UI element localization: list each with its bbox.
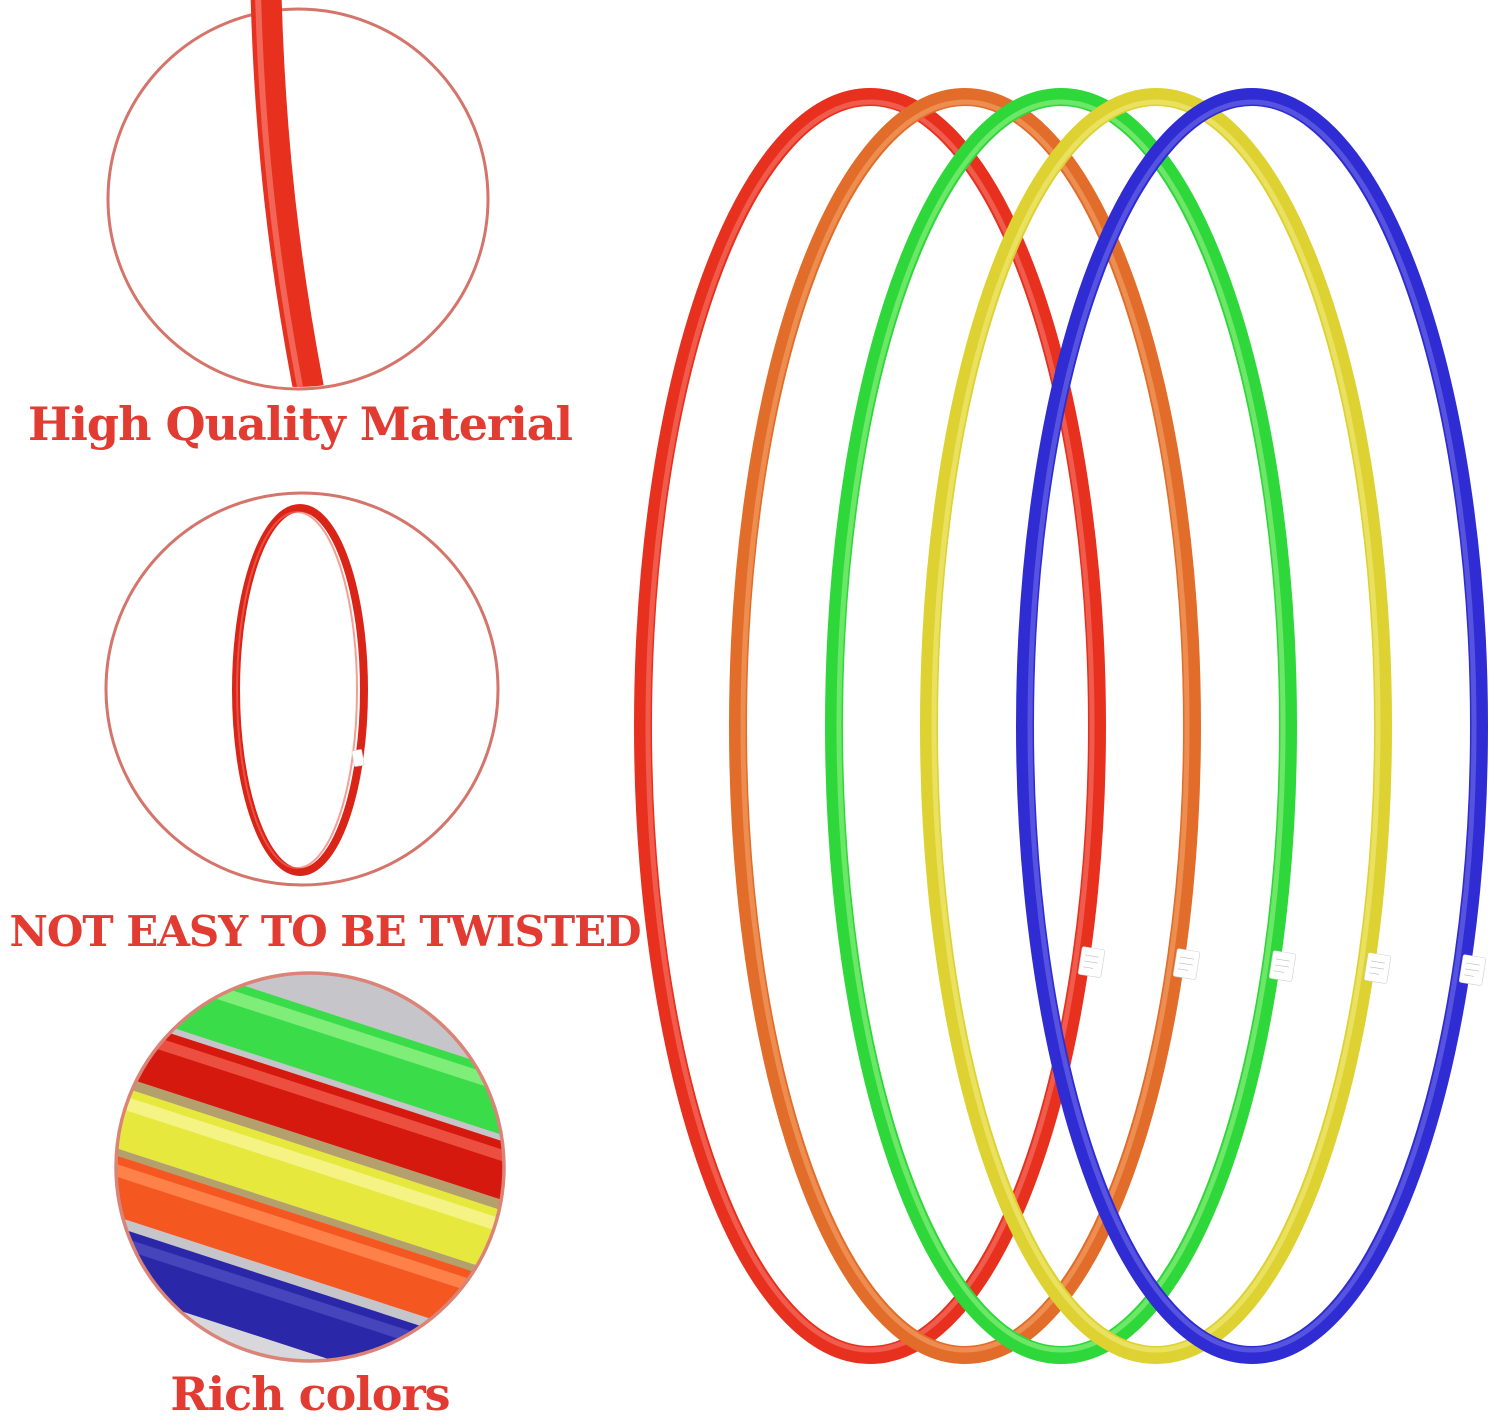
hoop-orange-highlight — [740, 99, 1190, 1353]
hoop-blue — [1016, 88, 1488, 1364]
tube-red-highlight — [116, 1011, 504, 1195]
hoop-connector-label — [351, 749, 365, 767]
gap-tan-1 — [116, 1056, 504, 1240]
hoop-stickers-group — [1077, 946, 1487, 986]
hoop-green — [825, 88, 1297, 1364]
color-tubes-group — [116, 973, 504, 1361]
inset-rich-colors — [114, 971, 506, 1363]
inset-material-closeup — [106, 0, 490, 391]
red-tube-closeup — [250, 0, 326, 387]
red-hoop-side-highlight — [236, 511, 358, 869]
hoop-red — [634, 88, 1106, 1364]
hoop-red-highlight — [645, 99, 1095, 1353]
hoop-blue-highlight — [1027, 99, 1477, 1353]
caption-rich-colors: Rich colors — [170, 1367, 450, 1418]
gap-tan-2 — [116, 1123, 504, 1304]
tube-yellow-highlight — [116, 1074, 504, 1260]
tube-orange-highlight — [116, 1137, 504, 1323]
caption-not-easy-to-be-twisted: NOT EASY TO BE TWISTED — [9, 907, 641, 956]
inset-twist-border-circle — [104, 491, 500, 887]
inset-colors-border-circle — [114, 971, 506, 1363]
hoop-yellow-highlight — [931, 99, 1381, 1353]
inset-material-border-circle — [106, 7, 490, 391]
hoop-orange — [729, 88, 1201, 1364]
red-tube-highlight — [255, 0, 304, 387]
hoop-yellow — [920, 88, 1392, 1364]
caption-high-quality-material: High Quality Material — [27, 397, 573, 451]
hoop-green-highlight — [836, 99, 1286, 1353]
inset-not-twisted — [104, 491, 500, 887]
hoops-group — [634, 88, 1488, 1364]
